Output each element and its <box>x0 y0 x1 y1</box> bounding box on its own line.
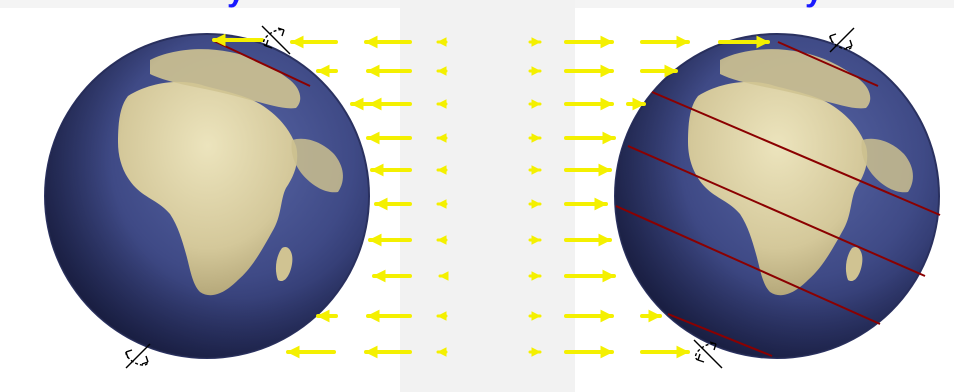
title-fragment-left: y <box>227 0 257 8</box>
left-continents <box>45 34 369 358</box>
latitude-line-3 <box>627 145 926 277</box>
latitude-line-5 <box>667 313 773 357</box>
right-earth-globe <box>614 33 941 359</box>
center-band <box>400 0 575 392</box>
rotation-marker-left-bottom <box>125 343 151 369</box>
left-sunlight-arrows <box>212 33 449 359</box>
top-strip-right <box>575 0 954 8</box>
latitude-line-2 <box>651 91 941 216</box>
left-earth-globe <box>44 33 370 359</box>
right-latitude-lines <box>615 41 941 357</box>
latitude-line-4 <box>615 205 881 325</box>
title-fragment-left-text: y <box>227 0 245 6</box>
right-continents <box>615 34 939 358</box>
rotation-marker-right-bottom <box>693 339 723 369</box>
right-sunlight-arrows <box>528 35 770 359</box>
title-fragment-right: y <box>805 0 835 8</box>
top-strip-left <box>0 0 400 8</box>
latitude-line-1 <box>777 41 879 87</box>
title-fragment-right-text: y <box>805 0 823 6</box>
rotation-marker-left-top <box>261 25 291 55</box>
rotation-marker-right-top <box>829 27 855 53</box>
left-latitude-line <box>211 39 311 87</box>
